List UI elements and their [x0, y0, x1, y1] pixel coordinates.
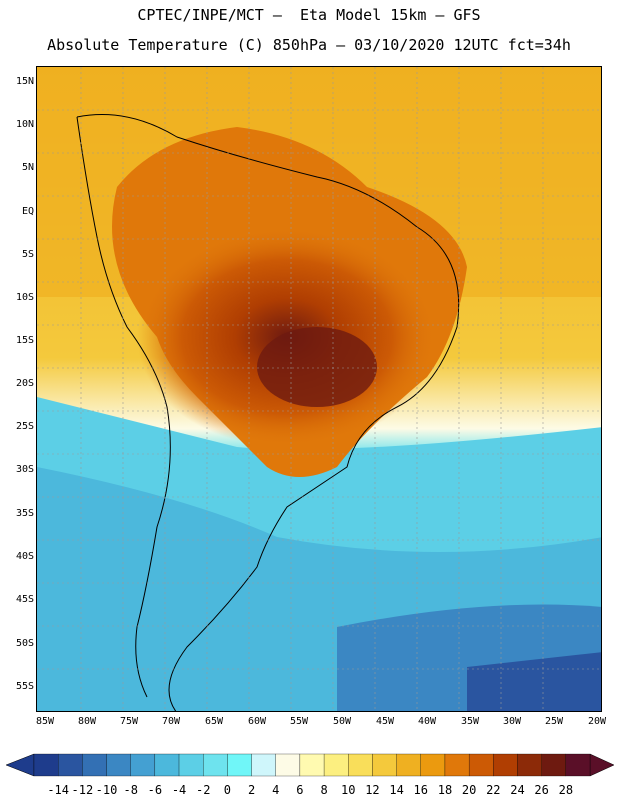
colorbar-swatch — [82, 753, 107, 777]
colorbar-swatch — [420, 753, 446, 777]
map-title-line2: Absolute Temperature (C) 850hPa – 03/10/… — [47, 36, 571, 54]
lon-label: 40W — [417, 716, 437, 727]
colorbar-swatch — [541, 753, 566, 777]
lat-label: 15S — [15, 335, 34, 346]
colorbar-swatch — [178, 753, 204, 777]
colorbar-swatch — [348, 753, 373, 777]
colorbar-swatch — [468, 753, 494, 777]
colorbar-tick-label: 8 — [320, 783, 327, 797]
colorbar-tick-label: 10 — [341, 783, 355, 797]
colorbar-tick-label: 14 — [389, 783, 403, 797]
colorbar-tick-label: -8 — [123, 783, 137, 797]
lon-label: 45W — [375, 716, 395, 727]
temperature-map — [36, 66, 602, 712]
lat-label: 10N — [15, 119, 34, 130]
colorbar-swatch — [154, 753, 180, 777]
colorbar-tick-label: -6 — [148, 783, 162, 797]
colorbar-swatch — [227, 753, 252, 777]
map-title-line1: CPTEC/INPE/MCT – Eta Model 15km – GFS — [137, 6, 481, 24]
lon-label: 30W — [502, 716, 522, 727]
colorbar-tick-label: 2 — [248, 783, 255, 797]
colorbar-swatch — [299, 753, 325, 777]
lat-label: EQ — [21, 206, 34, 217]
lat-label: 20S — [15, 378, 34, 389]
lon-label: 80W — [77, 716, 97, 727]
lat-label: 10S — [15, 292, 34, 303]
colorbar-swatch — [517, 753, 542, 777]
colorbar-tick-label: 22 — [486, 783, 500, 797]
colorbar-swatch — [106, 753, 131, 777]
colorbar-swatch — [323, 753, 349, 777]
right-arrow-icon — [589, 753, 615, 777]
colorbar-tick-label: 24 — [510, 783, 524, 797]
colorbar-swatch — [251, 753, 276, 777]
colorbar-tick-label: -4 — [172, 783, 186, 797]
colorbar-swatch — [58, 753, 83, 777]
colorbar-swatch — [565, 753, 591, 777]
lon-label: 55W — [289, 716, 309, 727]
lon-label: 60W — [247, 716, 267, 727]
colorbar-swatch — [372, 753, 397, 777]
colorbar: -14 -12 -10 -8 -6 -4 -2 0 2 4 6 8 10 12 14 16 18 20 22 24 26… — [5, 753, 615, 797]
colorbar-swatch — [275, 753, 301, 777]
lon-label: 35W — [460, 716, 480, 727]
lon-label: 65W — [204, 716, 224, 727]
colorbar-swatch — [33, 753, 59, 777]
lat-label: 40S — [15, 551, 34, 562]
lon-label: 75W — [119, 716, 139, 727]
lat-label: 45S — [15, 594, 34, 605]
colorbar-tick-label: -12 — [72, 783, 94, 797]
colorbar-tick-label: -14 — [47, 783, 69, 797]
colorbar-tick-label: 26 — [534, 783, 548, 797]
colorbar-tick-label: 12 — [365, 783, 379, 797]
left-arrow-icon — [5, 753, 35, 777]
lon-label: 70W — [161, 716, 181, 727]
colorbar-swatch — [130, 753, 156, 777]
colorbar-tick-label: 0 — [224, 783, 231, 797]
colorbar-tick-label: 16 — [414, 783, 428, 797]
colorbar-tick-label: 6 — [296, 783, 303, 797]
temperature-field — [37, 67, 601, 711]
lon-label: 50W — [332, 716, 352, 727]
colorbar-swatch — [493, 753, 518, 777]
lat-label: 30S — [15, 464, 34, 475]
lon-label: 25W — [544, 716, 564, 727]
lat-label: 50S — [15, 638, 34, 649]
colorbar-tick-label: -10 — [96, 783, 118, 797]
lat-label: 55S — [15, 681, 34, 692]
colorbar-swatch — [396, 753, 421, 777]
lat-label: 15N — [15, 76, 34, 87]
colorbar-tick-label: -2 — [196, 783, 210, 797]
lat-label: 35S — [15, 508, 34, 519]
colorbar-tick-label: 4 — [272, 783, 279, 797]
colorbar-swatch — [444, 753, 470, 777]
lon-label: 20W — [587, 716, 607, 727]
lat-label: 25S — [15, 421, 34, 432]
lon-label: 85W — [35, 716, 55, 727]
lat-label: 5S — [21, 249, 34, 260]
colorbar-tick-label: 20 — [462, 783, 476, 797]
colorbar-tick-label: 18 — [438, 783, 452, 797]
colorbar-tick-label: 28 — [559, 783, 573, 797]
lat-label: 5N — [21, 162, 34, 173]
colorbar-swatch — [203, 753, 228, 777]
